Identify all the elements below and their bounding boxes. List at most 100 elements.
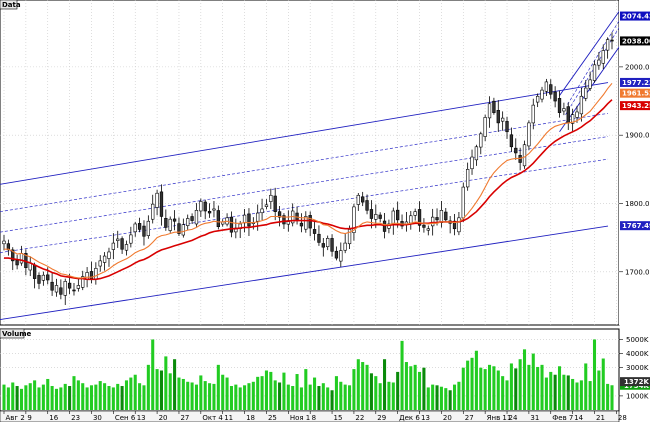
candle-body (146, 220, 151, 236)
volume-bar (199, 375, 203, 410)
volume-bar (295, 374, 299, 410)
candle-body (102, 255, 107, 263)
candle-body (11, 249, 15, 262)
volume-bar (94, 384, 98, 410)
time-axis-label: 18 (246, 414, 255, 422)
candle-body (444, 211, 448, 221)
volume-axis-tick-label: 4000K (626, 350, 649, 358)
price-badge (620, 101, 650, 111)
candle-body (465, 169, 470, 188)
volume-bar (221, 374, 225, 410)
candle-body (514, 147, 518, 154)
volume-bar (107, 386, 111, 410)
volume-bar (348, 385, 352, 410)
volume-bar (439, 386, 443, 410)
volume-bar (592, 339, 597, 410)
volume-bar (54, 388, 59, 410)
volume-bar (418, 371, 422, 410)
time-axis-label: 20 (443, 414, 452, 422)
volume-bar (413, 364, 417, 410)
time-axis-label: 23 (71, 414, 80, 422)
candle-body (269, 194, 273, 202)
volume-bar (299, 387, 303, 410)
candle-body (334, 250, 339, 259)
volume-bar (308, 384, 312, 410)
volume-bar (470, 357, 474, 410)
candle-body (304, 216, 308, 230)
volume-bar (15, 386, 19, 410)
volume-bar (19, 388, 24, 410)
candle-body (435, 217, 439, 221)
time-axis-bg (0, 410, 620, 422)
candle-body (330, 238, 334, 252)
volume-bar (273, 380, 277, 410)
volume-bar (212, 383, 216, 410)
time-axis-label: 8 (312, 414, 316, 422)
time-axis-label: 28 (618, 414, 627, 422)
volume-bar (391, 382, 395, 410)
volume-axis[interactable]: 5000K4000K3000K1000K1754K1372K (619, 336, 650, 400)
candle-body (352, 206, 356, 233)
volume-bar (571, 378, 575, 410)
candle-body (496, 110, 500, 124)
candle-body (500, 117, 505, 122)
candle-body (540, 89, 544, 100)
candle-body (566, 106, 570, 124)
volume-bar (168, 373, 172, 410)
volume-bar (269, 371, 273, 410)
volume-bar (194, 384, 198, 410)
price-plot-area[interactable] (0, 0, 620, 326)
volume-title-box (0, 328, 25, 339)
volume-bar (256, 376, 260, 410)
volume-bar (46, 378, 50, 410)
price-axis-tick-label: 1700.00 (625, 268, 650, 276)
candle-body (431, 216, 435, 227)
volume-bar (606, 383, 610, 410)
volume-bar (286, 384, 290, 410)
volume-bar (151, 339, 155, 410)
channel-dashed-line (0, 112, 609, 213)
candle-body (94, 268, 98, 280)
volume-panel[interactable]: Volume (0, 328, 620, 412)
volume-badge (620, 377, 650, 387)
price-panel-title: Data (2, 1, 21, 9)
candle-body (229, 216, 234, 233)
volume-bar (142, 385, 146, 410)
volume-bar (492, 366, 496, 410)
volume-bar (387, 381, 391, 410)
candle-body (98, 260, 102, 267)
price-title-box (0, 0, 18, 10)
candle-body (361, 196, 365, 203)
channel-upper-line (0, 82, 609, 185)
time-axis-label: Фев 7 (552, 414, 573, 422)
candle-body (610, 39, 614, 42)
price-badge (620, 36, 650, 46)
volume-bar (457, 381, 461, 410)
candle-body (457, 217, 461, 233)
volume-bar (203, 381, 207, 410)
volume-bar (522, 349, 527, 410)
candle-body (461, 186, 465, 219)
candle-body (509, 134, 514, 148)
candle-body (37, 275, 41, 284)
candle-body (562, 108, 566, 112)
price-badge-label: 1961.52 (622, 90, 650, 98)
volume-bar (138, 383, 142, 410)
time-axis-label: 14 (574, 414, 583, 422)
candle-body (63, 281, 67, 296)
time-axis-label: 9 (27, 414, 31, 422)
candle-body (194, 210, 199, 225)
volume-bar (409, 366, 413, 410)
volume-bar (553, 374, 557, 410)
volume-bar (514, 368, 518, 410)
price-panel[interactable]: Data (0, 0, 625, 326)
volume-bar (264, 370, 268, 410)
candle-body (308, 215, 312, 229)
candle-body (67, 282, 72, 289)
channel-lower-line (0, 225, 609, 321)
candle-body (422, 224, 426, 228)
time-axis-label: 31 (530, 414, 539, 422)
price-axis[interactable]: 2000.00 1900.00 1800.00 1700.00 2074.42 2038.… (619, 0, 650, 325)
